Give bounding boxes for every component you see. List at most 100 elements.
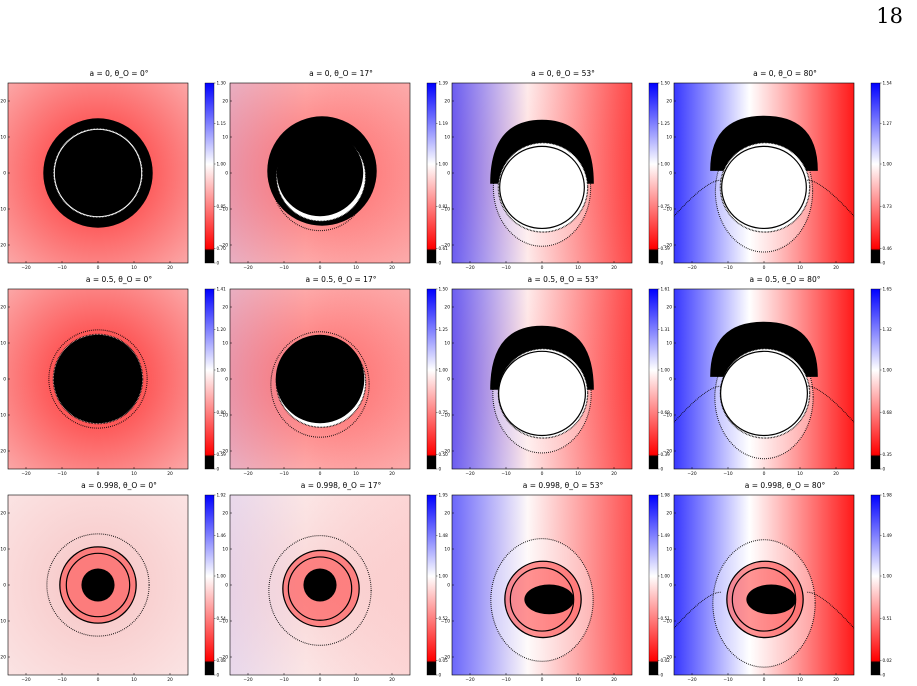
x-tick-label: 0: [763, 471, 766, 477]
figure-panel: a = 0, θ_O = 0° −20 20 −10 10 0 0 10 −10 20 −20 1.3…: [0, 68, 230, 271]
extended-contour: [674, 591, 854, 629]
colorbar-tick-label: 1.00: [883, 574, 893, 579]
page-number: 18: [876, 4, 903, 28]
x-tick-label: 0: [541, 265, 544, 271]
figure-panel: a = 0.5, θ_O = 17° −20 20 −10 10 0 0 10 −10 20 −20…: [219, 274, 452, 477]
x-tick-label: 20: [167, 677, 173, 683]
colorbar-tick-label: 0: [217, 673, 220, 678]
colorbar-tick-label: 0: [883, 467, 886, 472]
x-tick-label: 20: [833, 677, 839, 683]
x-tick-label: −20: [465, 677, 474, 683]
x-tick-label: 0: [541, 677, 544, 683]
y-tick-label: −20: [219, 655, 228, 661]
colorbar-tick-label: 0.70: [217, 246, 227, 251]
colorbar-tick-label: 1.00: [217, 574, 227, 579]
x-tick-label: 10: [575, 677, 581, 683]
colorbar-tick-label: 0.59: [217, 452, 227, 457]
colorbar-tick-label: 0: [883, 673, 886, 678]
y-tick-label: 20: [444, 305, 450, 311]
x-tick-label: 0: [763, 677, 766, 683]
colorbar-tick-label: 0.61: [439, 246, 449, 251]
colorbar-tick-label: 1.00: [439, 368, 449, 373]
shadow-edge: [498, 350, 586, 437]
x-tick-label: −10: [57, 677, 66, 683]
colorbar-tick-label: 0.50: [439, 452, 449, 457]
y-tick-label: 0: [447, 377, 450, 383]
colorbar-tick-label: 1.15: [217, 121, 227, 126]
x-tick-label: 20: [167, 265, 173, 271]
panel-plot: −20 20 −10 10 0 0 10 −10 20 −20 1.30 1.15 1.00 0.85 0.…: [0, 81, 227, 271]
colorbar-tick-label: 1.98: [661, 493, 671, 498]
x-tick-label: −10: [501, 677, 510, 683]
x-tick-label: 20: [833, 265, 839, 271]
y-tick-label: 0: [669, 583, 672, 589]
colorbar-tick-label: 1.61: [661, 287, 671, 292]
y-tick-label: −20: [0, 655, 6, 661]
colorbar-tick-label: 1.32: [883, 327, 893, 332]
colorbar-tick-label: 1.49: [883, 533, 893, 538]
y-tick-label: 0: [3, 171, 6, 177]
x-tick-label: 0: [541, 471, 544, 477]
x-tick-label: 20: [167, 471, 173, 477]
panel-plot: −20 20 −10 10 0 0 10 −10 20 −20 1.50 1.25 1.00 0.75 0.…: [219, 287, 449, 477]
outer-contour: [270, 331, 370, 438]
photon-ring: [497, 348, 589, 439]
y-tick-label: 10: [0, 135, 6, 141]
colorbar-tick-label: 1.27: [883, 121, 893, 126]
x-tick-label: 20: [611, 471, 617, 477]
panel-title: a = 0.998, θ_O = 0°: [81, 481, 157, 490]
figure-panel: a = 0, θ_O = 53° −20 20 −10 10 0 0 10 −10 20 −20 1.…: [441, 68, 674, 271]
panel-title: a = 0.998, θ_O = 80°: [744, 481, 826, 490]
colorbar-tick-label: 1.48: [439, 533, 449, 538]
panel-title: a = 0.5, θ_O = 53°: [527, 275, 599, 284]
panel-plot: −20 20 −10 10 0 0 10 −10 20 −20 1.61 1.31 1.00 0.69 0.…: [441, 287, 671, 477]
x-tick-label: −20: [465, 265, 474, 271]
x-tick-label: 20: [389, 677, 395, 683]
photon-ring-inner: [65, 552, 131, 618]
y-tick-label: −10: [441, 207, 450, 213]
colorbar-tick-label: 1.00: [439, 574, 449, 579]
y-tick-label: −10: [219, 207, 228, 213]
colorbar-tick-label: 0.08: [217, 658, 227, 663]
colorbar-tick-label: 0.85: [217, 204, 227, 209]
panel-plot: −20 20 −10 10 0 0 10 −10 20 −20 1.98 1.49 1.00 0.51 0.…: [441, 493, 671, 683]
photon-ring: [497, 142, 589, 233]
colorbar: [870, 494, 881, 676]
colorbar-tick-label: 1.00: [883, 368, 893, 373]
y-tick-label: −10: [663, 619, 672, 625]
colorbar-tick-label: 1.19: [439, 121, 449, 126]
x-tick-label: −10: [723, 265, 732, 271]
y-tick-label: 20: [0, 99, 6, 105]
colorbar-tick-label: 1.46: [217, 533, 227, 538]
y-tick-label: −10: [0, 207, 6, 213]
x-tick-label: 10: [131, 471, 137, 477]
y-tick-label: 0: [447, 583, 450, 589]
x-tick-label: 20: [833, 471, 839, 477]
colorbar-tick-label: 1.39: [439, 81, 449, 86]
x-tick-label: −10: [279, 677, 288, 683]
y-tick-label: 20: [444, 511, 450, 517]
colorbar: [648, 494, 659, 676]
shadow: [303, 568, 337, 602]
colorbar-tick-label: 1.00: [883, 162, 893, 167]
colorbar-tick-label: 0.75: [661, 204, 671, 209]
y-tick-label: −10: [663, 207, 672, 213]
x-tick-label: 10: [131, 265, 137, 271]
colorbar-tick-label: 1.41: [217, 287, 227, 292]
x-tick-label: −20: [687, 265, 696, 271]
figure-panel: a = 0.998, θ_O = 53° −20 20 −10 10 0 0 10 −10 20−…: [441, 480, 674, 683]
colorbar-tick-label: 0: [439, 673, 442, 678]
x-tick-label: 10: [353, 677, 359, 683]
colorbar-tick-label: 0.35: [883, 452, 893, 457]
shadow: [275, 334, 365, 424]
colorbar-tick-label: 0: [217, 261, 220, 266]
x-tick-label: 10: [575, 471, 581, 477]
colorbar-tick-label: 0.69: [661, 410, 671, 415]
colorbar-tick-label: 1.00: [439, 162, 449, 167]
y-tick-label: 10: [444, 135, 450, 141]
y-tick-label: −10: [0, 619, 6, 625]
y-tick-label: −10: [441, 619, 450, 625]
y-tick-label: 0: [225, 583, 228, 589]
x-tick-label: 10: [797, 677, 803, 683]
